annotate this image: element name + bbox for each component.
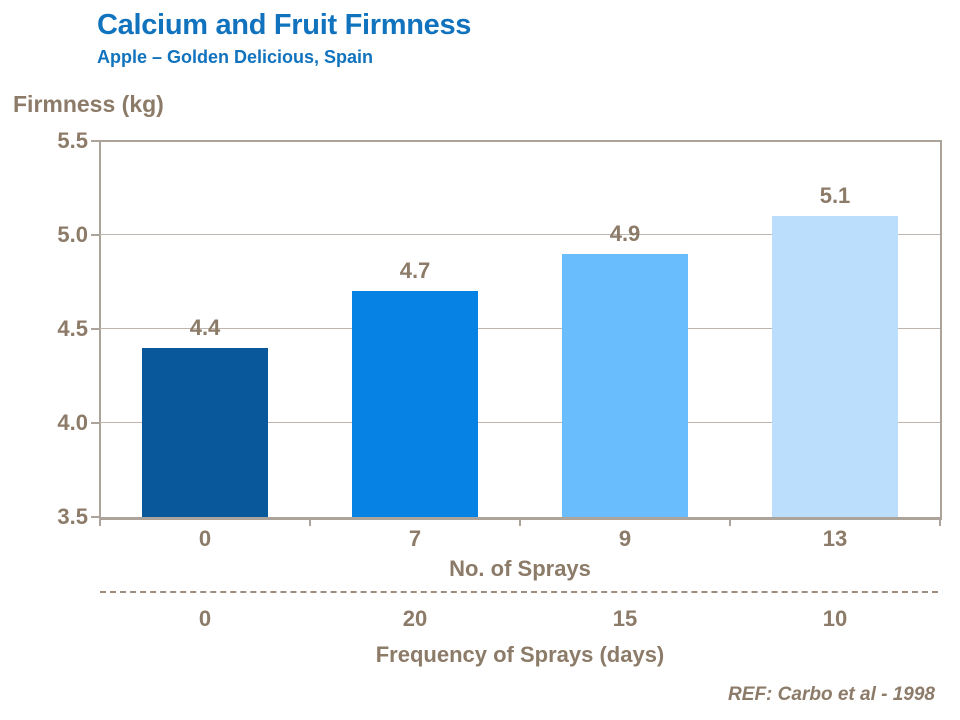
chart-title: Calcium and Fruit Firmness (97, 9, 472, 41)
reference-text: REF: Carbo et al - 1998 (728, 684, 935, 705)
bar-value-label: 5.1 (819, 183, 851, 208)
bar-sprays-7 (352, 291, 478, 517)
y-tick-mark (91, 328, 99, 330)
x-tick-mark (939, 520, 941, 526)
x-tick-label-sprays: 0 (198, 526, 212, 551)
x-axis-line (99, 517, 942, 520)
y-tick-mark (91, 422, 99, 424)
x-tick-mark (519, 520, 521, 526)
y-tick-label: 4.5 (57, 316, 88, 341)
x-tick-label-frequency: 0 (198, 606, 212, 631)
x-tick-label-frequency: 10 (822, 606, 848, 631)
bar-value-label: 4.7 (399, 258, 431, 283)
y-tick-mark (91, 234, 99, 236)
y-tick-label: 5.0 (57, 222, 88, 247)
plot-top-border (99, 140, 942, 142)
gridline-4.5 (100, 328, 940, 329)
y-tick-label: 5.5 (57, 128, 88, 153)
x-tick-label-frequency: 15 (612, 606, 638, 631)
x-tick-label-sprays: 13 (822, 526, 848, 551)
bar-value-label: 4.4 (189, 315, 221, 340)
y-tick-label: 4.0 (57, 410, 88, 435)
bar-sprays-0 (142, 348, 268, 517)
x-axis-title-sprays: No. of Sprays (449, 556, 591, 581)
y-tick-label: 3.5 (57, 504, 88, 529)
x-tick-mark (99, 520, 101, 526)
x-axis-title-frequency: Frequency of Sprays (days) (375, 642, 665, 667)
y-axis-title: Firmness (kg) (13, 91, 164, 117)
x-tick-mark (729, 520, 731, 526)
x-tick-mark (309, 520, 311, 526)
dashed-divider (100, 591, 938, 593)
y-axis-line (99, 140, 101, 518)
y-tick-mark (91, 140, 99, 142)
gridline-5.0 (100, 234, 940, 235)
gridline-4.0 (100, 422, 940, 423)
plot-right-border (940, 140, 942, 518)
x-tick-label-frequency: 20 (402, 606, 428, 631)
bar-sprays-13 (772, 216, 898, 517)
bar-value-label: 4.9 (609, 221, 641, 246)
chart-subtitle: Apple – Golden Delicious, Spain (97, 47, 374, 67)
y-tick-mark (91, 516, 99, 518)
x-tick-label-sprays: 7 (408, 526, 422, 551)
bar-sprays-9 (562, 254, 688, 517)
x-tick-label-sprays: 9 (618, 526, 632, 551)
